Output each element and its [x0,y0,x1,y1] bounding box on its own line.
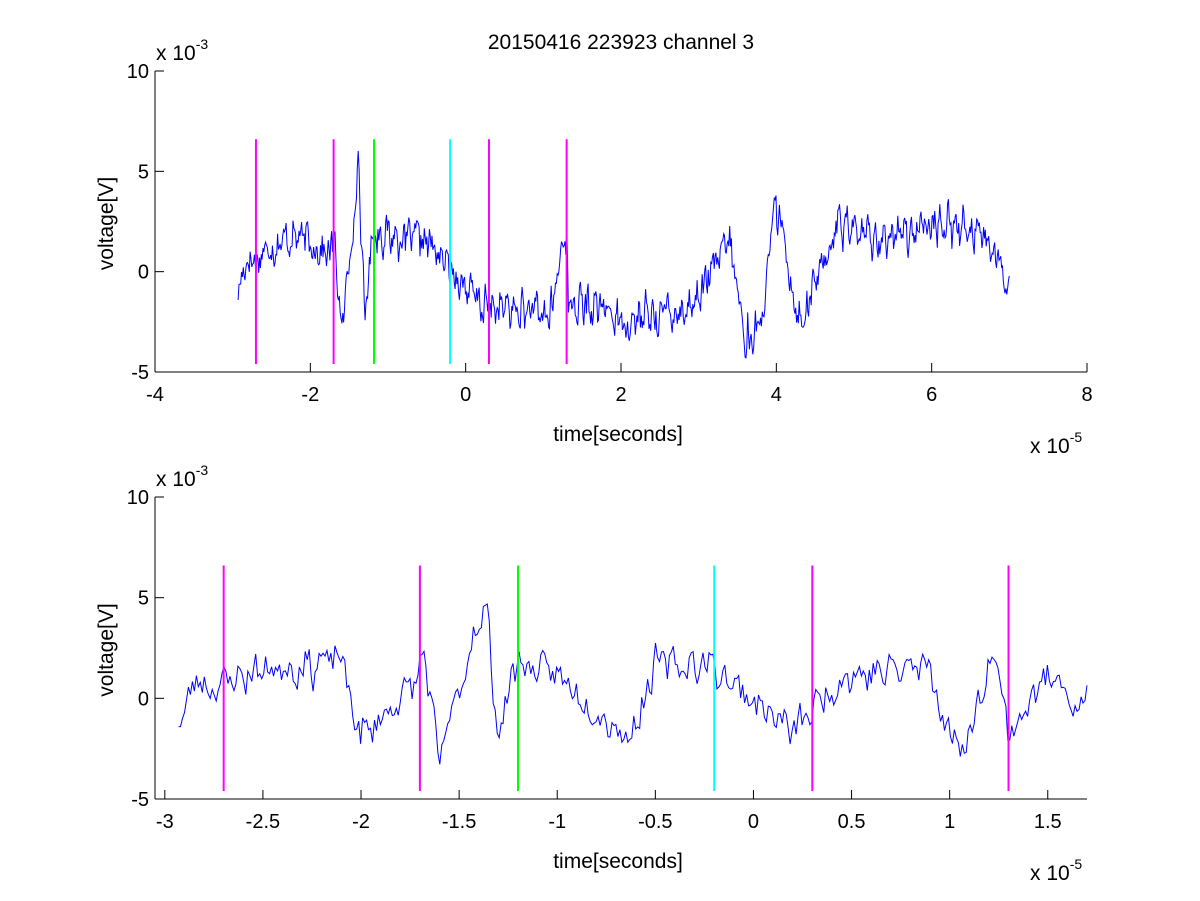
x-tick-label: 6 [926,384,937,406]
x-exponent-text: -5 [1070,856,1083,872]
y-tick-label: 0 [138,262,149,284]
x-axis-label: time[seconds] [553,850,683,873]
x-tick-label: 0.5 [838,811,866,833]
x-exponent-label: x 10-5 [1030,856,1082,885]
x-tick-label: 0 [748,811,759,833]
x-tick-label: -2.5 [246,811,280,833]
x-tick-label: 1.5 [1034,811,1062,833]
x-tick-label: 0 [460,384,471,406]
y-tick-label: 5 [138,161,149,183]
y-multiplier-text: x 10 [156,42,196,65]
x-tick-label: -3 [156,811,174,833]
y-tick-label: 10 [127,487,149,509]
x-tick-label: 1 [944,811,955,833]
x-multiplier-text: x 10 [1030,862,1070,885]
x-tick-label: 4 [771,384,782,406]
x-tick-label: 8 [1081,384,1092,406]
y-tick-label: -5 [131,789,149,811]
x-tick-label: -2 [352,811,370,833]
x-tick-label: -1.5 [442,811,476,833]
y-tick-label: 0 [138,688,149,710]
y-tick-label: -5 [131,362,149,384]
y-axis-label: voltage[V] [95,603,118,696]
y-exponent-label: x 10-3 [156,36,208,65]
x-exponent-label: x 10-5 [1030,429,1082,458]
x-tick-label: -0.5 [638,811,672,833]
x-axis-label: time[seconds] [553,423,683,446]
y-exponent-text: -3 [196,36,209,52]
x-tick-label: -4 [146,384,164,406]
signal-trace [178,603,1088,765]
y-exponent-label: x 10-3 [156,462,208,491]
x-tick-label: -1 [548,811,566,833]
y-tick-label: 5 [138,588,149,610]
x-multiplier-text: x 10 [1030,435,1070,458]
y-axis-label: voltage[V] [95,177,118,270]
x-tick-label: -2 [301,384,319,406]
top-panel: -4 -2 0 2 4 6 8 -5 0 5 10 time[seconds] voltage[V] x … [95,36,1093,458]
chart-title: 20150416 223923 channel 3 [488,31,754,54]
bottom-panel: -3 -2.5 -2 -1.5 -1 -0.5 0 0.5 1 1.5 -5 0 5 10 time[sec… [95,462,1088,885]
x-tick-label: 2 [615,384,626,406]
y-multiplier-text: x 10 [156,468,196,491]
signal-trace [237,150,1010,359]
y-exponent-text: -3 [196,462,209,478]
x-exponent-text: -5 [1070,429,1083,445]
y-tick-label: 10 [127,61,149,83]
